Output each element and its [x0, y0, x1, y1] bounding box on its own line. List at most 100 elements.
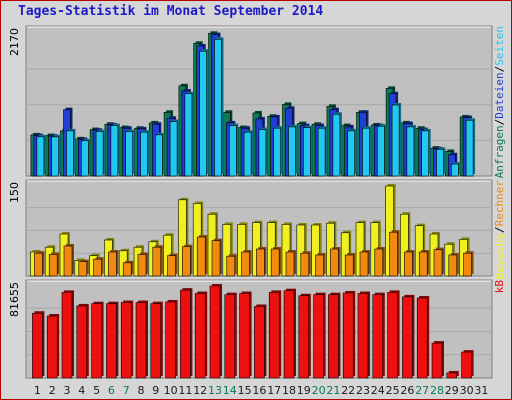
x-tick-label: 20 — [312, 384, 326, 397]
pages-bar — [110, 125, 119, 177]
legend-series-name: Anfragen — [493, 125, 506, 178]
kbytes-bar — [313, 294, 324, 379]
sites-bar — [182, 246, 191, 277]
legend-separator: / — [493, 226, 506, 233]
x-tick-label: 2 — [49, 384, 56, 397]
pages-bar — [243, 131, 252, 177]
pages-bar — [302, 127, 311, 177]
sites-bar — [137, 254, 147, 277]
pages-bar — [421, 130, 430, 177]
kbytes-bar — [461, 351, 472, 379]
pages-bar — [184, 93, 193, 177]
pages-bar — [51, 136, 60, 177]
x-tick-label: 30 — [460, 384, 474, 397]
x-tick-label: 5 — [93, 384, 100, 397]
x-tick-label: 19 — [297, 384, 311, 397]
pages-bar — [436, 149, 444, 177]
sites-bar — [226, 255, 236, 277]
kbytes-bar — [372, 294, 384, 379]
sites-bar — [270, 248, 280, 277]
x-tick-label: 16 — [252, 384, 266, 397]
kbytes-bar — [61, 292, 73, 379]
legend-series-name: Rechner — [493, 180, 506, 227]
kbytes-bar — [416, 297, 428, 379]
x-tick-label: 23 — [356, 384, 370, 397]
pages-bar — [169, 121, 178, 177]
legend-separator: / — [493, 119, 506, 126]
x-tick-label: 4 — [78, 384, 85, 397]
kbytes-bar — [32, 312, 43, 379]
x-tick-label: 9 — [152, 384, 159, 397]
x-tick-label: 21 — [326, 384, 340, 397]
pages-bar — [36, 136, 45, 177]
sites-bar — [48, 254, 58, 277]
pages-bar — [288, 126, 296, 177]
sites-bar — [256, 248, 265, 277]
pages-bar — [450, 163, 459, 177]
kbytes-bar — [106, 303, 117, 379]
pages-bar — [81, 140, 89, 177]
sites-bar — [359, 251, 369, 277]
pages-bar — [258, 129, 267, 177]
sites-bar — [448, 254, 458, 277]
y-max-label: 150 — [8, 182, 21, 203]
x-tick-label: 29 — [445, 384, 459, 397]
kbytes-bar — [224, 294, 236, 379]
pages-bar — [406, 126, 415, 177]
sites-bar — [211, 240, 221, 277]
kbytes-bar — [357, 293, 369, 379]
kbytes-bar — [165, 301, 176, 379]
sites-bar — [389, 231, 398, 277]
legend-label: Anfragen/Dateien/Seiten — [493, 26, 506, 178]
x-tick-label: 10 — [164, 384, 178, 397]
sites-bar — [315, 254, 324, 277]
sites-bar — [404, 251, 413, 277]
legend-series-name: Dateien — [493, 72, 506, 118]
pages-bar — [125, 131, 133, 177]
kbytes-bar — [254, 306, 265, 379]
kbytes-bar — [120, 302, 132, 379]
sites-bar — [167, 255, 176, 277]
x-tick-label: 3 — [64, 384, 71, 397]
pages-bar — [95, 131, 104, 177]
sites-bar — [241, 251, 250, 277]
pages-bar — [347, 130, 356, 177]
x-tick-label: 24 — [371, 384, 385, 397]
x-tick-label: 8 — [138, 384, 145, 397]
x-tick-label: 11 — [178, 384, 192, 397]
sites-bar — [93, 258, 102, 277]
kbytes-bar — [209, 285, 221, 379]
pages-bar — [362, 127, 370, 177]
kbytes-bar — [150, 303, 162, 379]
sites-bar — [344, 254, 354, 277]
x-tick-label: 25 — [386, 384, 400, 397]
kbytes-bar — [194, 293, 206, 379]
kbytes-bar — [342, 292, 354, 379]
kbytes-bar — [431, 342, 443, 379]
pages-bar — [140, 131, 148, 177]
pages-bar — [465, 119, 474, 177]
x-tick-label: 27 — [415, 384, 429, 397]
legend-series-name: Besuche — [493, 233, 506, 279]
sites-bar — [152, 246, 162, 277]
kbytes-bar — [135, 302, 147, 379]
x-tick-label: 22 — [341, 384, 355, 397]
sites-bar — [463, 252, 472, 277]
sites-bar — [108, 251, 117, 277]
x-tick-label: 6 — [108, 384, 115, 397]
sites-bar — [196, 236, 206, 277]
x-tick-label: 1 — [34, 384, 41, 397]
kbytes-bar — [283, 290, 295, 379]
x-tick-label: 13 — [208, 384, 222, 397]
legend-label: kB — [493, 280, 506, 294]
legend-separator: / — [493, 66, 506, 73]
legend-series-name: kB — [493, 280, 506, 294]
sites-bar — [63, 245, 73, 277]
legend-label: Besuche/Rechner — [493, 180, 506, 280]
x-tick-label: 26 — [400, 384, 414, 397]
kbytes-bar — [76, 305, 88, 379]
kbytes-bar — [180, 289, 191, 379]
kbytes-bar — [268, 292, 280, 379]
kbytes-bar — [328, 294, 339, 379]
x-tick-label: 12 — [193, 384, 207, 397]
